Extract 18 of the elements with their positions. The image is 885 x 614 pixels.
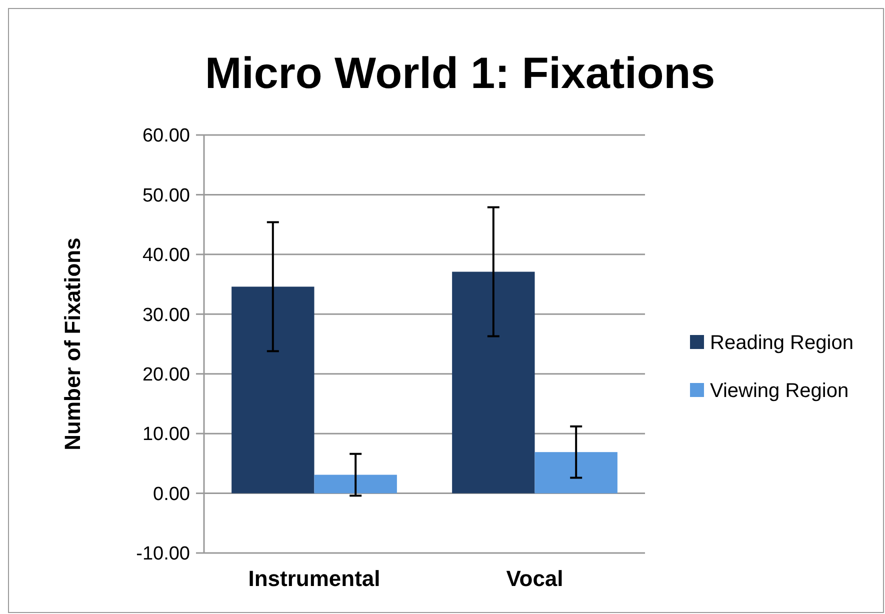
chart-title: Micro World 1: Fixations	[204, 49, 716, 98]
y-tick-label: 10.00	[142, 424, 190, 446]
bar	[314, 474, 397, 494]
x-tick-label: Instrumental	[248, 566, 380, 591]
y-tick-label: 50.00	[142, 185, 190, 206]
y-axis-title: Number of Fixations	[60, 238, 85, 450]
y-tick-label: 40.00	[142, 245, 190, 266]
y-tick-label: 60.00	[142, 126, 190, 147]
y-tick-label: -10.00	[136, 544, 190, 565]
y-tick-label: 30.00	[142, 304, 190, 326]
bar	[452, 272, 535, 494]
legend-label: Reading Region	[710, 332, 854, 354]
bar	[534, 452, 618, 494]
bar	[232, 286, 314, 494]
y-tick-label: 20.00	[142, 364, 190, 386]
x-tick-label: Vocal	[506, 566, 564, 591]
y-tick-label: 0.00	[153, 484, 190, 505]
legend-label: Viewing Region	[710, 380, 849, 402]
